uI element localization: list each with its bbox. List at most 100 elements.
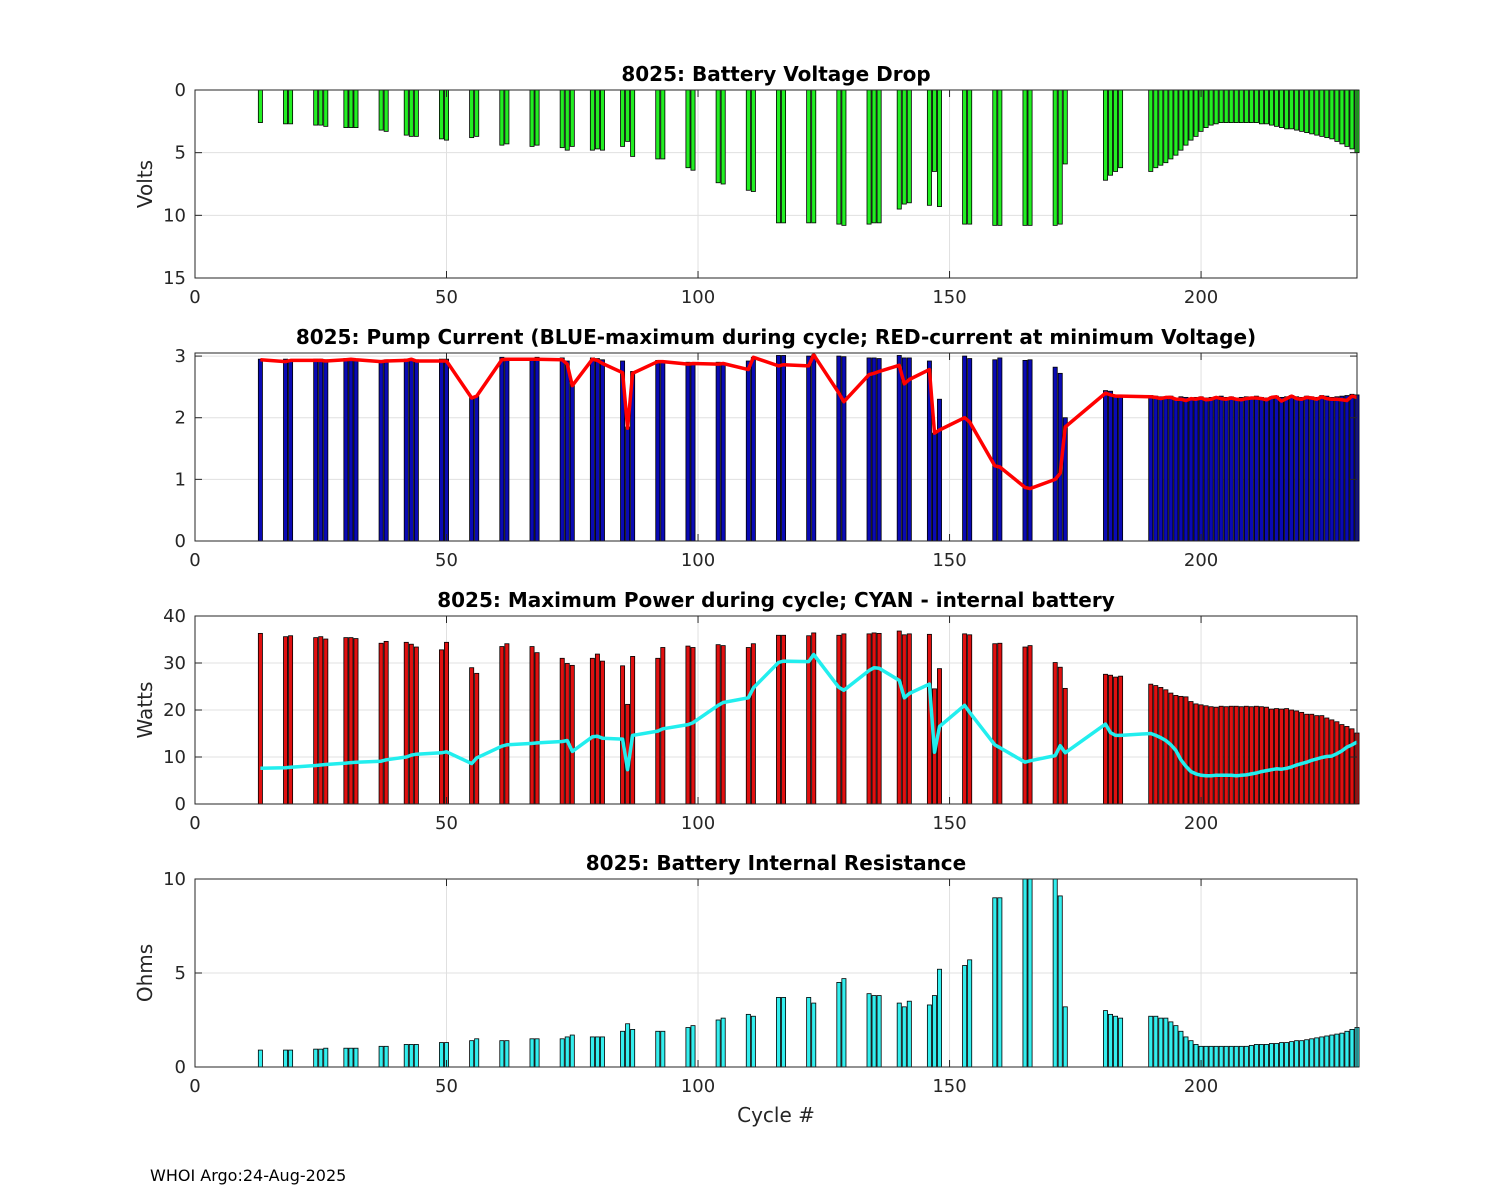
bar bbox=[1158, 396, 1164, 542]
x-tick-label: 150 bbox=[932, 287, 966, 308]
y-axis-label: Volts bbox=[133, 160, 157, 208]
bar bbox=[1113, 89, 1119, 172]
x-tick-label: 200 bbox=[1184, 550, 1218, 571]
bar bbox=[906, 357, 912, 542]
bar bbox=[660, 647, 666, 805]
bar bbox=[876, 89, 882, 224]
bar bbox=[1163, 1017, 1169, 1068]
x-tick-label: 100 bbox=[681, 287, 715, 308]
bar bbox=[1233, 397, 1239, 542]
bar bbox=[504, 89, 510, 145]
bar bbox=[534, 356, 540, 542]
bar bbox=[1329, 1034, 1335, 1068]
bar bbox=[1263, 1044, 1269, 1068]
bar bbox=[1148, 1015, 1154, 1068]
bar bbox=[967, 358, 973, 542]
x-tick-label: 50 bbox=[435, 813, 458, 834]
chart-title: 8025: Pump Current (BLUE-maximum during … bbox=[296, 325, 1256, 349]
bar bbox=[1163, 89, 1169, 164]
bar bbox=[348, 1047, 354, 1068]
bar bbox=[1203, 1045, 1209, 1068]
x-tick-label: 0 bbox=[189, 550, 200, 571]
bar bbox=[499, 646, 505, 805]
bar bbox=[906, 633, 912, 805]
bar bbox=[1279, 89, 1285, 128]
panel-4: 0 50 100 150 200 0 5 10 8025: Battery Internal R… bbox=[133, 851, 1360, 1127]
bar bbox=[876, 995, 882, 1068]
bar bbox=[529, 646, 535, 805]
bar bbox=[811, 354, 817, 542]
bar bbox=[1258, 1044, 1264, 1068]
bar bbox=[474, 89, 480, 137]
bar bbox=[378, 1045, 384, 1068]
bar bbox=[715, 89, 721, 184]
bar bbox=[690, 1025, 696, 1068]
bar bbox=[1243, 396, 1249, 542]
bar bbox=[1052, 89, 1058, 226]
x-tick-label: 150 bbox=[932, 550, 966, 571]
panel-2: 0 50 100 150 200 0 1 2 3 8025: Pump Current (BLUE… bbox=[175, 325, 1360, 571]
bar bbox=[313, 637, 319, 805]
bar bbox=[564, 663, 570, 805]
bar bbox=[288, 1049, 294, 1068]
bar bbox=[1279, 396, 1285, 542]
bar bbox=[1062, 1006, 1068, 1068]
bar bbox=[257, 89, 263, 123]
bar bbox=[715, 1019, 721, 1068]
bar bbox=[967, 959, 973, 1068]
bar bbox=[1314, 1037, 1320, 1068]
bar bbox=[906, 89, 912, 204]
bar bbox=[997, 642, 1003, 805]
bar bbox=[1103, 89, 1108, 181]
bar bbox=[625, 1023, 631, 1068]
bar bbox=[1269, 89, 1274, 126]
bar bbox=[1022, 646, 1028, 805]
bar bbox=[288, 635, 294, 805]
bar bbox=[1269, 1043, 1274, 1068]
panel-1: 0 50 100 150 200 0 5 10 15 8025: Battery Voltage … bbox=[133, 62, 1360, 308]
bar bbox=[403, 89, 409, 136]
bar bbox=[1243, 1045, 1249, 1068]
bar bbox=[1223, 1045, 1229, 1068]
bar bbox=[1118, 1017, 1124, 1068]
bar bbox=[444, 641, 449, 805]
bar bbox=[504, 643, 510, 805]
bar bbox=[1314, 396, 1320, 542]
bar bbox=[313, 358, 319, 542]
bar bbox=[1294, 1040, 1300, 1068]
x-tick-label: 0 bbox=[189, 813, 200, 834]
bar bbox=[690, 362, 696, 542]
bar bbox=[288, 89, 294, 125]
bar bbox=[1344, 1030, 1350, 1068]
bar bbox=[1022, 878, 1028, 1068]
bar bbox=[1208, 396, 1214, 542]
bar bbox=[348, 358, 354, 542]
bar bbox=[408, 1044, 414, 1068]
bar bbox=[1233, 1045, 1239, 1068]
bar bbox=[1299, 396, 1305, 542]
y-tick-label: 0 bbox=[175, 80, 186, 101]
bar bbox=[806, 355, 812, 542]
bar bbox=[1344, 89, 1350, 147]
bar bbox=[1163, 689, 1169, 805]
y-axis-label: Ohms bbox=[133, 944, 157, 1002]
bar bbox=[564, 1036, 570, 1068]
bar bbox=[1218, 705, 1224, 805]
y-tick-label: 10 bbox=[163, 205, 186, 226]
bar bbox=[1339, 89, 1345, 145]
bar bbox=[283, 636, 289, 805]
y-tick-label: 0 bbox=[175, 794, 186, 815]
bar bbox=[685, 1027, 691, 1068]
bar bbox=[1168, 395, 1174, 542]
bar bbox=[469, 667, 475, 805]
bar bbox=[1263, 89, 1269, 125]
x-tick-label: 200 bbox=[1184, 1076, 1218, 1097]
bar bbox=[926, 89, 932, 206]
y-tick-label: 15 bbox=[163, 268, 186, 289]
bar bbox=[1178, 396, 1184, 542]
bar bbox=[1103, 1010, 1108, 1068]
bar bbox=[1279, 1042, 1285, 1068]
bar bbox=[931, 432, 937, 542]
bar bbox=[836, 982, 842, 1068]
